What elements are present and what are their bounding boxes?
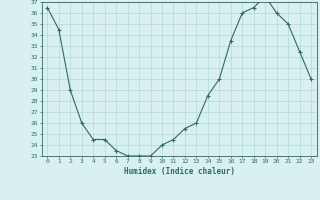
X-axis label: Humidex (Indice chaleur): Humidex (Indice chaleur) xyxy=(124,167,235,176)
